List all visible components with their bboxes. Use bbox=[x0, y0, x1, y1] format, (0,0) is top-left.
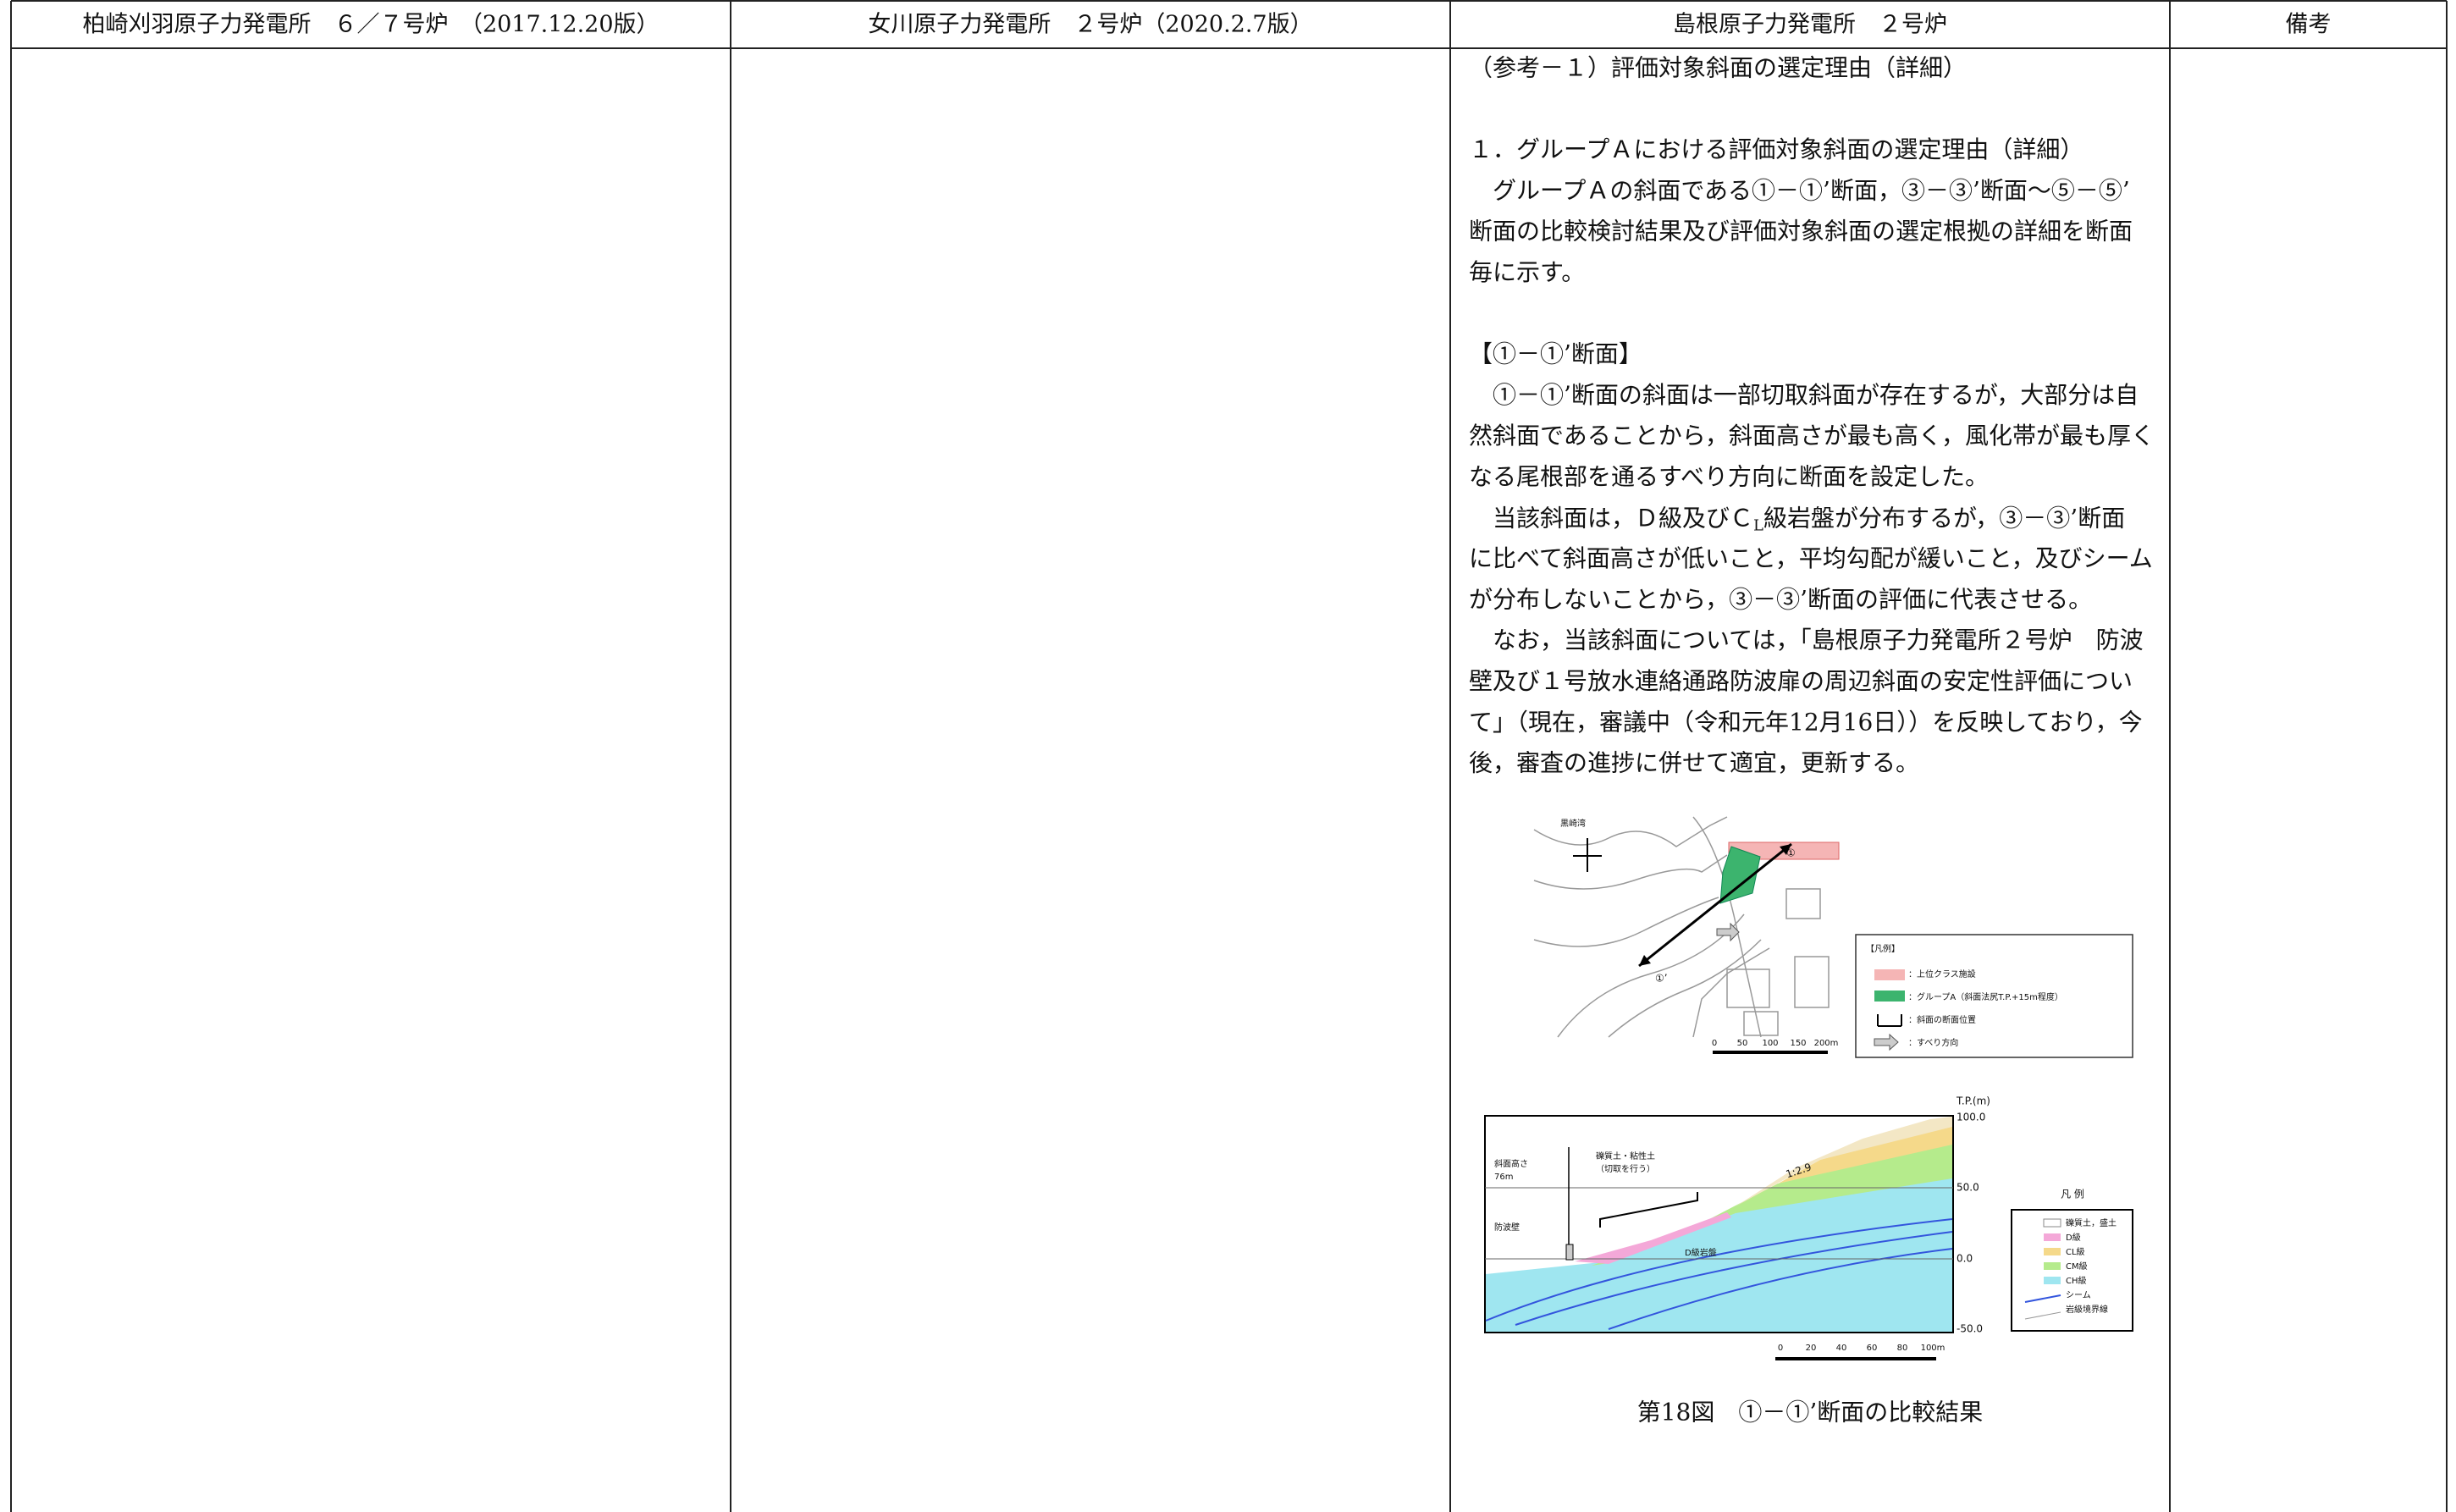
axis-title: T.P.(m) bbox=[1956, 1095, 1990, 1107]
scale-label: 20 bbox=[1806, 1344, 1817, 1353]
scale-label: 80 bbox=[1897, 1344, 1908, 1353]
figure-label: 礫質土・粘性土 bbox=[1596, 1151, 1655, 1162]
scale-label: 100 bbox=[1762, 1039, 1778, 1048]
elevation-label: 0.0 bbox=[1957, 1253, 1973, 1265]
map-label: 黒崎湾 bbox=[1560, 818, 1586, 829]
scale-label: 60 bbox=[1867, 1344, 1878, 1353]
map-label: ①’ bbox=[1655, 973, 1668, 985]
table-grid bbox=[10, 0, 2448, 1512]
figure-label: （切取を行う） bbox=[1596, 1163, 1655, 1174]
body-line: 毎に示す。 bbox=[1469, 258, 1585, 286]
subscript: L bbox=[1753, 516, 1763, 534]
scale-label: 0 bbox=[1778, 1344, 1783, 1353]
section-title: （参考－１）評価対象斜面の選定理由（詳細） bbox=[1469, 54, 1967, 82]
map-label: ① bbox=[1786, 847, 1796, 859]
legend-label: CM級 bbox=[2066, 1261, 2088, 1272]
body-line: て」（現在，審議中（令和元年12月16日））を反映しており，今 bbox=[1469, 708, 2143, 736]
texts: 柏崎刈羽原子力発電所 ６／７号炉 （2017.12.20版） 女川原子力発電所 ２… bbox=[82, 12, 2331, 1426]
legend-label: ：グループA（斜面法尻T.P.+15m程度） bbox=[1908, 991, 2063, 1002]
legend-label: CL級 bbox=[2066, 1246, 2085, 1257]
column-header: 島根原子力発電所 ２号炉 bbox=[1673, 12, 1947, 38]
body-line: に比べて斜面高さが低いこと，平均勾配が緩いこと，及びシーム bbox=[1469, 544, 2153, 572]
legend-label: 礫質土，盛土 bbox=[2066, 1217, 2117, 1228]
figure-label: 斜面高さ bbox=[1494, 1158, 1528, 1169]
legend-title: 【凡例】 bbox=[1866, 943, 1900, 954]
legend-label: D級 bbox=[2066, 1232, 2081, 1243]
legend-label: ：上位クラス施設 bbox=[1908, 968, 1976, 979]
body-line: 断面の比較検討結果及び評価対象斜面の選定根拠の詳細を断面 bbox=[1469, 218, 2133, 246]
text-run: 級岩盤が分布するが，③－③’断面 bbox=[1763, 504, 2125, 532]
column-header: 備考 bbox=[2286, 12, 2332, 38]
body-line: ①－①’断面の斜面は一部切取斜面が存在するが，大部分は自 bbox=[1469, 381, 2139, 409]
body-line: 後，審査の進捗に併せて適宜，更新する。 bbox=[1469, 749, 1919, 777]
map-figure bbox=[1533, 816, 2133, 1058]
legend-label: ：すべり方向 bbox=[1908, 1037, 1958, 1048]
legend-label: ：斜面の断面位置 bbox=[1908, 1014, 1976, 1025]
elevation-label: 100.0 bbox=[1957, 1112, 1985, 1123]
elevation-label: -50.0 bbox=[1957, 1323, 1983, 1335]
scale-label: 150 bbox=[1790, 1039, 1806, 1048]
body-line: なお，当該斜面については，「島根原子力発電所２号炉 防波 bbox=[1469, 626, 2144, 654]
text-run: 当該斜面は，Ｄ級及びＣ bbox=[1469, 504, 1753, 532]
scale-label: 100m bbox=[1921, 1344, 1945, 1353]
scale-label: 50 bbox=[1737, 1039, 1748, 1048]
figure-label: 防波壁 bbox=[1494, 1222, 1520, 1233]
body-line: 然斜面であることから，斜面高さが最も高く，風化帯が最も厚く bbox=[1469, 422, 2155, 450]
body-line: が分布しないことから，③－③’断面の評価に代表させる。 bbox=[1469, 585, 2092, 613]
body-line: 壁及び１号放水連絡通路防波扉の周辺斜面の安定性評価につい bbox=[1469, 667, 2133, 695]
figure-label: 76m bbox=[1494, 1173, 1513, 1182]
section-figure bbox=[1484, 1115, 2133, 1360]
column-header: 柏崎刈羽原子力発電所 ６／７号炉 （2017.12.20版） bbox=[82, 12, 659, 38]
scale-label: 40 bbox=[1836, 1344, 1847, 1353]
elevation-label: 50.0 bbox=[1957, 1182, 1979, 1194]
heading: １．グループＡにおける評価対象斜面の選定理由（詳細） bbox=[1469, 135, 2083, 163]
column-header: 女川原子力発電所 ２号炉（2020.2.7版） bbox=[868, 12, 1312, 38]
legend-title: 凡 例 bbox=[2061, 1189, 2084, 1200]
scale-label: 0 bbox=[1712, 1039, 1717, 1048]
subheading: 【①－①’断面】 bbox=[1469, 340, 1642, 368]
body-line: なる尾根部を通るすべり方向に断面を設定した。 bbox=[1469, 463, 1989, 491]
legend-label: 岩級境界線 bbox=[2066, 1304, 2108, 1315]
legend-label: シーム bbox=[2066, 1290, 2091, 1300]
figure-label: D級岩盤 bbox=[1685, 1247, 1717, 1258]
legend-label: CH級 bbox=[2066, 1275, 2087, 1286]
body-line: 当該斜面は，Ｄ級及びＣL級岩盤が分布するが，③－③’断面 bbox=[1469, 504, 2125, 535]
body-line: グループＡの斜面である①－①’断面，③－③’断面～⑤－⑤’ bbox=[1469, 176, 2130, 204]
scale-label: 200m bbox=[1814, 1039, 1839, 1048]
figure-caption: 第18図 ①－①’断面の比較結果 bbox=[1637, 1399, 1984, 1426]
